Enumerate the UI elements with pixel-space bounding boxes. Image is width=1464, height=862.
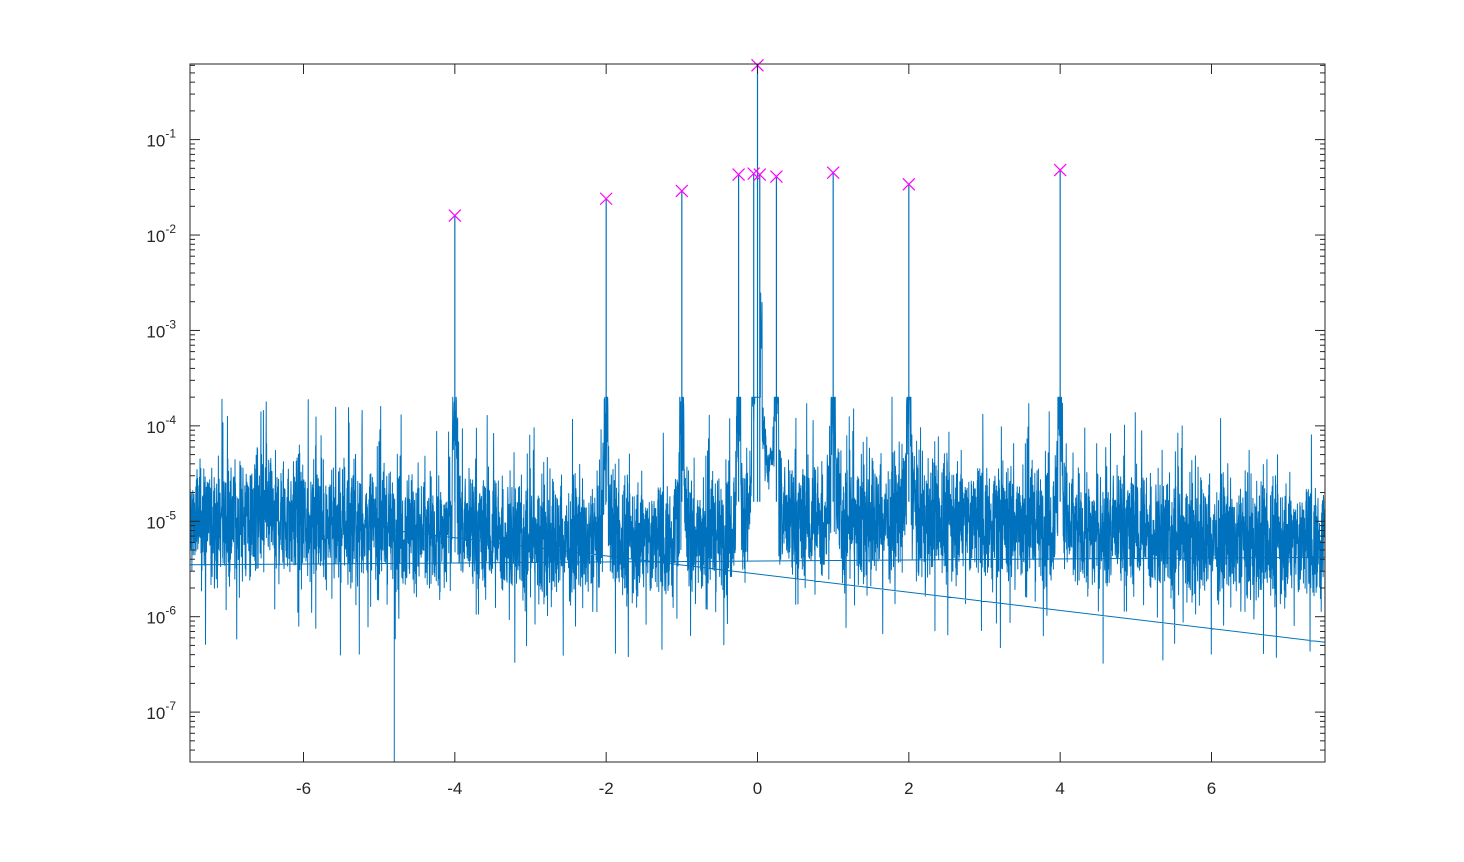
- x-tick-label: 0: [753, 779, 762, 798]
- y-tick-label: 10-7: [146, 699, 176, 723]
- y-tick-label: 10-2: [146, 222, 176, 246]
- x-tick-label: 2: [904, 779, 913, 798]
- y-tick-label: 10-3: [146, 317, 176, 341]
- x-tick-label: 4: [1055, 779, 1064, 798]
- peak-marker-1: [599, 192, 613, 206]
- x-tick-label: -4: [447, 779, 462, 798]
- x-tick-label: 6: [1207, 779, 1216, 798]
- axes: -6 -4 -2 0 2 4 6 10-7 10-6 10-5 10-4 10-3 10-2 10-1: [146, 63, 1326, 798]
- peak-marker-6: [753, 168, 767, 182]
- wraparound-line: [190, 556, 1325, 566]
- peak-lines: [454, 65, 1061, 502]
- x-tick-label: -6: [296, 779, 311, 798]
- peak-marker-9: [902, 177, 916, 191]
- y-tick-label: 10-1: [146, 127, 176, 151]
- peak-marker-3: [732, 168, 746, 182]
- peak-marker-7: [769, 170, 783, 183]
- x-tick-label: -2: [599, 779, 614, 798]
- peak-marker-0: [448, 209, 462, 222]
- peak-markers: [448, 58, 1067, 222]
- peak-marker-2: [675, 184, 689, 198]
- peak-marker-8: [826, 166, 840, 180]
- peak-marker-10: [1053, 163, 1067, 177]
- y-tick-label: 10-6: [146, 604, 176, 628]
- y-tick-label: 10-4: [146, 413, 176, 437]
- y-tick-label: 10-5: [146, 508, 176, 532]
- peak-marker-4: [747, 167, 761, 181]
